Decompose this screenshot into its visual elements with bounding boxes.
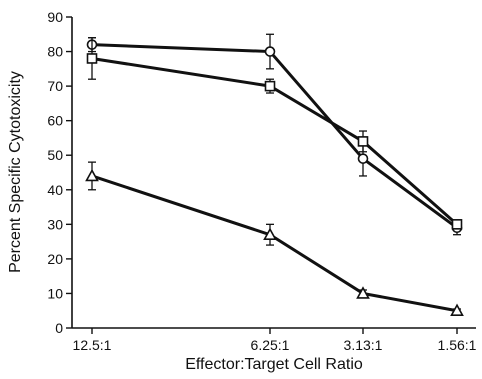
data-point-circle [357, 153, 369, 164]
y-tick-label: 0 [55, 320, 63, 336]
series-line [91, 56, 458, 226]
y-tick-label: 50 [47, 147, 63, 163]
data-point-triangle [85, 168, 99, 182]
series-layer [85, 33, 464, 317]
y-tick-label: 60 [47, 113, 63, 129]
x-tick-label: 3.13:1 [344, 337, 383, 353]
y-tick-label: 90 [47, 9, 63, 25]
data-point-square [264, 80, 276, 92]
x-tick-label: 12.5:1 [73, 337, 112, 353]
data-point-square [86, 53, 98, 64]
y-tick-label: 10 [47, 285, 63, 301]
data-point-triangle [263, 227, 277, 240]
data-point-triangle [356, 286, 370, 299]
series-square [86, 37, 463, 230]
series-line [91, 43, 458, 229]
y-axis-ticks: 0 10 20 30 40 50 60 70 80 90 [47, 9, 72, 336]
y-tick-label: 20 [47, 251, 63, 267]
data-point-square [357, 136, 369, 147]
y-tick-label: 80 [47, 44, 63, 60]
data-point-circle [264, 46, 276, 57]
series-circle [86, 33, 463, 236]
y-tick-label: 30 [47, 216, 63, 232]
series-line [91, 174, 458, 313]
plot-axes [71, 17, 476, 329]
data-point-square [451, 219, 463, 230]
y-tick-label: 40 [47, 182, 63, 198]
data-point-triangle [450, 303, 464, 317]
x-tick-label: 1.56:1 [438, 337, 477, 353]
y-axis-title: Percent Specific Cytotoxicity [7, 71, 24, 273]
x-tick-label: 6.25:1 [251, 337, 290, 353]
x-axis-ticks: 12.5:1 6.25:1 3.13:1 1.56:1 [73, 328, 477, 353]
series-triangle [85, 161, 464, 317]
y-tick-label: 70 [47, 78, 63, 94]
x-axis-title: Effector:Target Cell Ratio [185, 356, 363, 373]
